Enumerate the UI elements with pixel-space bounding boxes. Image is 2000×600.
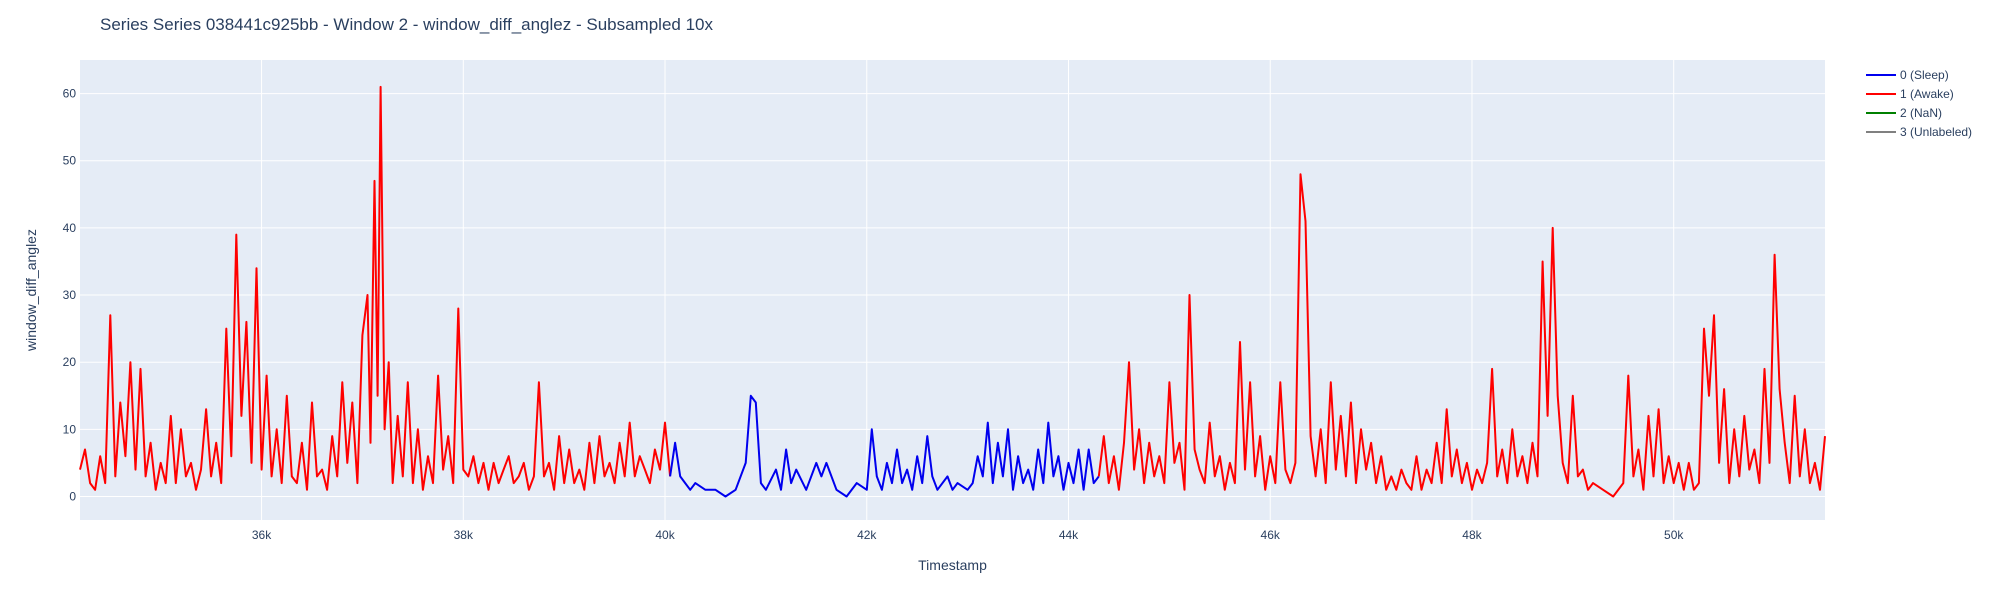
y-tick-label: 40 bbox=[63, 221, 77, 235]
x-gridlines bbox=[261, 60, 1675, 520]
legend[interactable]: 0 (Sleep) 1 (Awake) 2 (NaN) 3 (Unlabeled) bbox=[1866, 68, 1972, 139]
y-tick-label: 30 bbox=[63, 288, 77, 302]
y-tick-label: 20 bbox=[63, 355, 77, 369]
y-tick-label: 0 bbox=[69, 489, 76, 503]
y-axis-title: window_diff_anglez bbox=[23, 229, 39, 352]
x-tick-label: 40k bbox=[655, 528, 675, 542]
legend-label[interactable]: 2 (NaN) bbox=[1900, 106, 1942, 120]
legend-label[interactable]: 1 (Awake) bbox=[1900, 87, 1954, 101]
plot-area bbox=[80, 60, 1825, 520]
y-tick-label: 60 bbox=[63, 87, 77, 101]
x-tick-label: 42k bbox=[857, 528, 877, 542]
series-line bbox=[1097, 173, 1826, 498]
x-tick-label: 46k bbox=[1261, 528, 1281, 542]
x-axis-ticks: 36k 38k 40k 42k 44k 46k 48k 50k bbox=[252, 528, 1684, 542]
x-tick-label: 48k bbox=[1462, 528, 1482, 542]
x-tick-label: 44k bbox=[1059, 528, 1079, 542]
y-tick-label: 10 bbox=[63, 422, 77, 436]
x-tick-label: 38k bbox=[454, 528, 474, 542]
series-lines bbox=[79, 85, 1826, 498]
chart-title: Series Series 038441c925bb - Window 2 - … bbox=[100, 15, 713, 34]
series-line bbox=[79, 85, 672, 491]
legend-label[interactable]: 3 (Unlabeled) bbox=[1900, 125, 1972, 139]
y-axis-ticks: 0 10 20 30 40 50 60 bbox=[63, 87, 77, 504]
x-tick-label: 50k bbox=[1664, 528, 1684, 542]
legend-label[interactable]: 0 (Sleep) bbox=[1900, 68, 1949, 82]
series-line bbox=[669, 394, 1100, 498]
y-tick-label: 50 bbox=[63, 154, 77, 168]
x-tick-label: 36k bbox=[252, 528, 272, 542]
x-axis-title: Timestamp bbox=[918, 557, 987, 573]
